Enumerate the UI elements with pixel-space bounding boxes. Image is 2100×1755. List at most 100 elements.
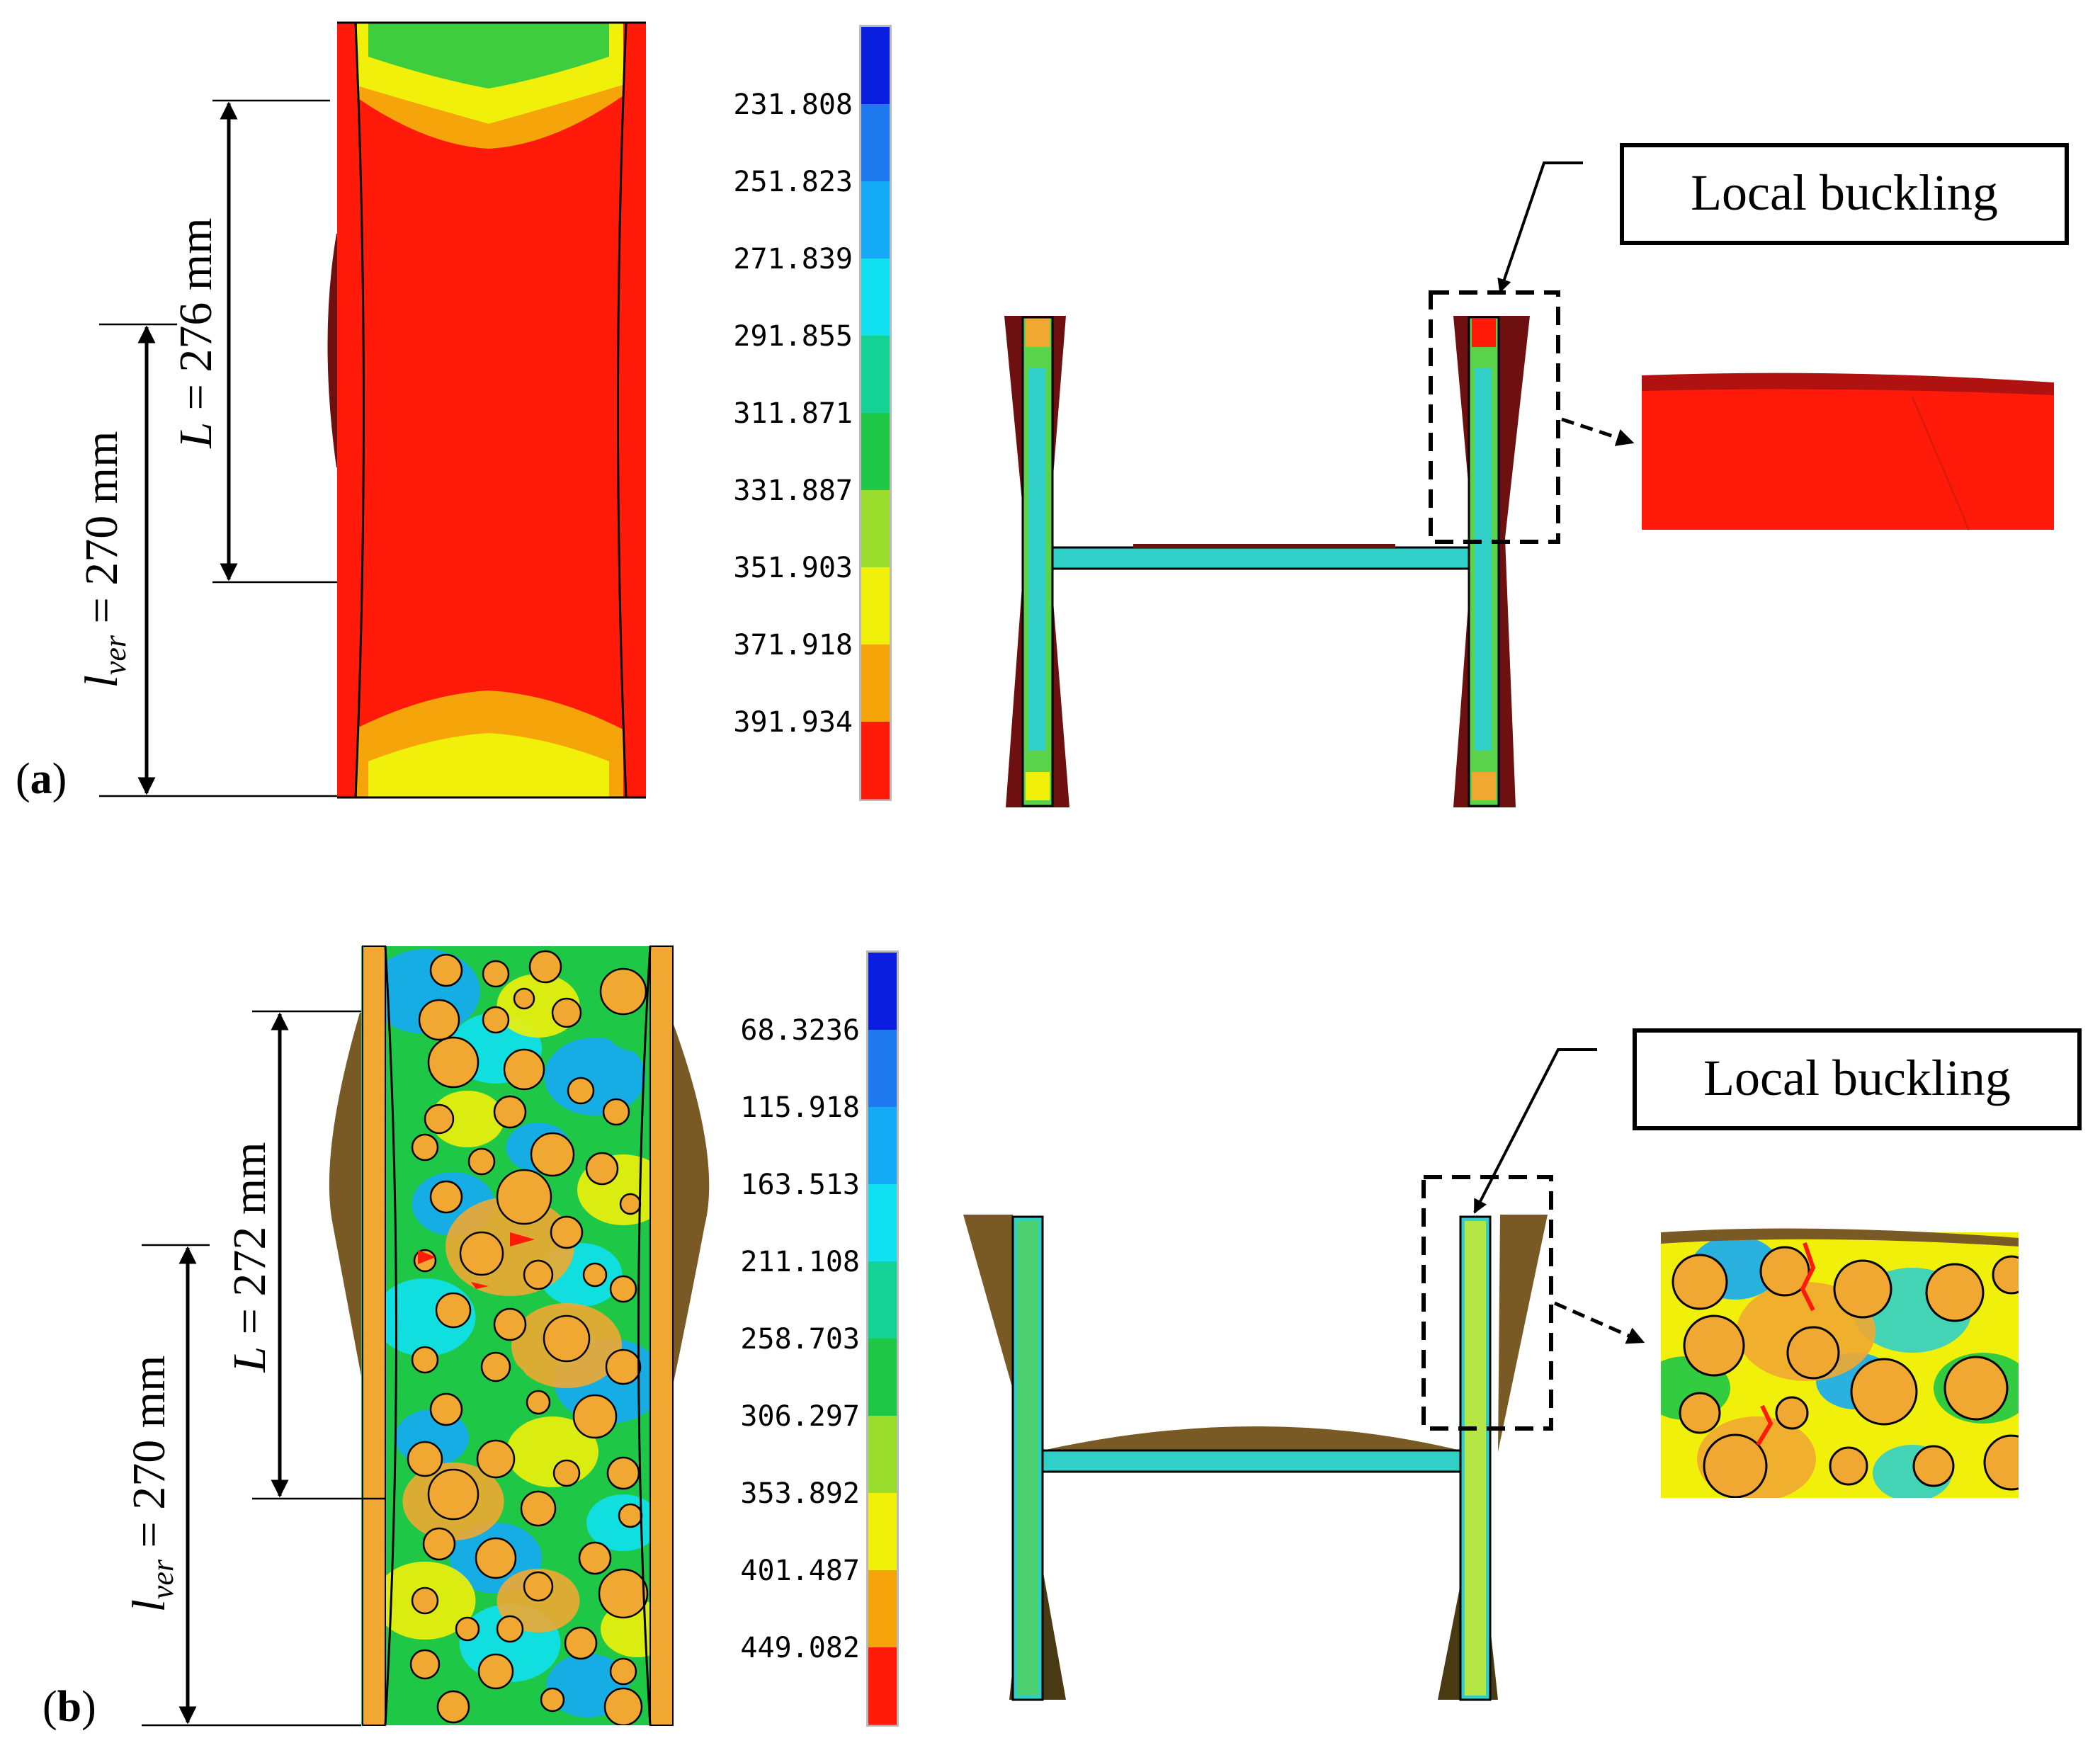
aggregate <box>407 1441 443 1477</box>
legend-a-value-6: 351.903 <box>733 552 853 584</box>
legend-b-value-5: 306.297 <box>740 1400 860 1433</box>
aggregate <box>550 1215 584 1249</box>
aggregate <box>496 1169 552 1225</box>
zoom-a-shading <box>1911 396 1970 530</box>
aggregate <box>609 1275 637 1303</box>
contour-patch <box>431 1091 504 1147</box>
h-b-left-flange-fill <box>1017 1221 1038 1696</box>
zoom-aggregate <box>1679 1392 1721 1434</box>
aggregate <box>530 1132 575 1177</box>
aggregate <box>424 1103 455 1135</box>
h-b-right-flange-fill <box>1465 1221 1486 1696</box>
legend-a-value-1: 251.823 <box>733 166 853 198</box>
legend-a-swatch-1 <box>861 104 890 182</box>
legend-a-value-5: 331.887 <box>733 475 853 507</box>
zoom-aggregate <box>1775 1396 1809 1430</box>
h-a-left-flange-bottom <box>1026 772 1050 800</box>
aggregate <box>429 1180 463 1214</box>
aggregate <box>455 1616 480 1642</box>
h-a-web-top-buckle <box>1133 544 1395 548</box>
aggregate <box>436 1690 470 1724</box>
aggregate <box>482 960 510 988</box>
legend-b-value-3: 211.108 <box>740 1246 860 1278</box>
legend-labels-a: 231.808 251.823 271.839 291.855 311.871 331.8… <box>733 89 853 739</box>
dim-label-lver-a: lver = 270 mm <box>76 431 132 688</box>
detail-box-a <box>1429 290 1560 544</box>
h-b-right-buckle-top <box>1498 1215 1548 1452</box>
zoom-a-top-edge <box>1642 373 2054 395</box>
panel-b: L = 272 mm lver = 270 mm (b) 68.3236 115.… <box>42 945 2082 1731</box>
contour-top-band-a <box>354 85 623 149</box>
aggregate <box>585 1152 619 1186</box>
zoom-aggregate <box>1833 1259 1892 1319</box>
specimen-b-left-strip <box>362 945 386 1726</box>
aggregate <box>603 1687 643 1725</box>
aggregate <box>520 1490 557 1527</box>
specimen-a-bulge-left <box>354 22 365 798</box>
h-a-left-flange-top <box>1026 319 1050 347</box>
aggregate <box>598 1568 649 1619</box>
aggregate <box>435 1292 472 1329</box>
callout-leader-a <box>1497 161 1583 293</box>
legend-a-swatch-9 <box>861 722 890 800</box>
aggregate <box>411 1133 439 1162</box>
aggregate <box>459 1231 504 1276</box>
zoom-crack <box>1756 1404 1773 1446</box>
specimen-b-bulge-right <box>637 945 652 1726</box>
zoom-aggregate <box>1912 1445 1955 1487</box>
aggregate <box>429 1392 463 1426</box>
crack-mark <box>510 1232 535 1246</box>
legend-a-swatch-3 <box>861 259 890 336</box>
crack-mark <box>418 1250 436 1264</box>
specimen-a-left-strip <box>337 23 357 797</box>
legend-a-swatch-6 <box>861 490 890 568</box>
aggregate <box>482 1006 510 1034</box>
zoom-arrow-a <box>1561 417 1635 446</box>
legend-a-value-8: 391.934 <box>733 706 853 739</box>
specimen-b-field <box>382 949 652 1725</box>
legend-b-value-1: 115.918 <box>740 1091 860 1124</box>
aggregate <box>427 1036 479 1089</box>
callout-box-b <box>1633 1028 2082 1130</box>
zoom-detail-b <box>1661 1228 2019 1498</box>
callout-a: Local buckling <box>1429 143 2069 544</box>
legend-b-swatch-6 <box>868 1416 897 1494</box>
crack-mark <box>471 1282 489 1289</box>
aggregate <box>523 1571 554 1602</box>
aggregate <box>496 1615 524 1643</box>
aggregate <box>493 1095 527 1129</box>
legend-a-value-4: 311.871 <box>733 397 853 430</box>
legend-b-swatch-7 <box>868 1493 897 1571</box>
legend-b-value-0: 68.3236 <box>740 1014 860 1047</box>
aggregate <box>564 1626 598 1660</box>
aggregate <box>523 1259 554 1290</box>
h-a-web <box>1051 546 1470 570</box>
h-a-right-flange-top <box>1472 319 1496 347</box>
panel-a: L = 276 mm lver = 270 mm (a) 231.808 251.… <box>16 21 2069 807</box>
zoom-a-body <box>1642 388 2054 530</box>
aggregate <box>526 1390 551 1415</box>
aggregate <box>619 1193 642 1215</box>
specimen-a-right-strip <box>626 23 646 797</box>
zoom-b-top-edge <box>1661 1228 2019 1246</box>
zoom-b-field <box>1661 1236 2019 1498</box>
aggregate <box>599 967 647 1016</box>
callout-box-a <box>1620 143 2069 245</box>
zoom-aggregate <box>1983 1434 2019 1491</box>
aggregate <box>480 1351 511 1382</box>
h-b-web <box>1041 1449 1462 1473</box>
aggregate <box>578 1541 612 1575</box>
zoom-arrow-b <box>1553 1301 1645 1344</box>
legend-bar-b <box>866 950 899 1727</box>
dim-label-lver-b: lver = 270 mm <box>123 1356 180 1613</box>
color-legend-b: 68.3236 115.918 163.513 211.108 258.703 306.2… <box>740 950 899 1727</box>
zoom-detail-a <box>1642 373 2054 530</box>
aggregate <box>493 1307 527 1341</box>
aggregate <box>411 1586 439 1615</box>
h-a-left-flange-core <box>1028 368 1045 751</box>
legend-b-value-8: 449.082 <box>740 1632 860 1664</box>
aggregate <box>528 950 562 984</box>
legend-a-value-3: 291.855 <box>733 320 853 353</box>
contour-bottom-inner-a <box>368 733 609 797</box>
aggregate <box>605 1348 642 1385</box>
